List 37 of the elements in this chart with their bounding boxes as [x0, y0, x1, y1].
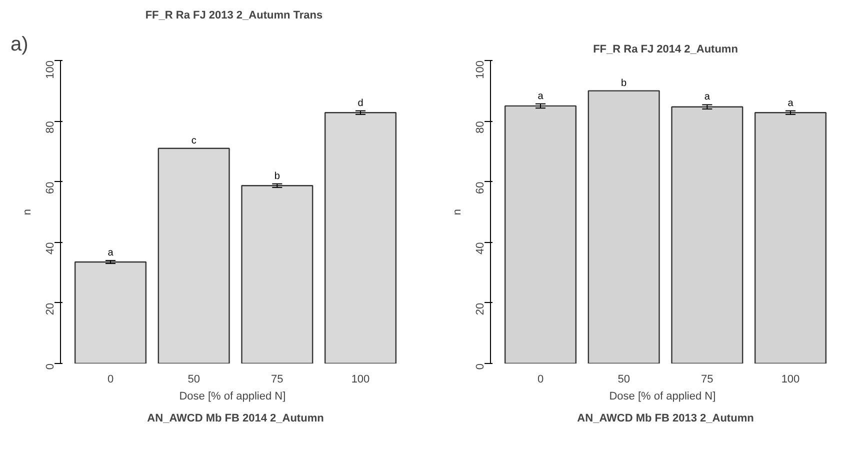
y-tick-label: 0 [44, 363, 56, 370]
x-tick-label: 100 [351, 374, 370, 386]
y-tick-label: 80 [44, 121, 56, 134]
y-tick-label: 100 [474, 60, 486, 79]
data-label: a [704, 92, 710, 103]
text: AN_AWCD Mb FB 2014 2_Autumn [147, 412, 324, 424]
data-label: d [358, 98, 364, 109]
chart-title: FF_R Ra FJ 2014 2_Autumn [593, 44, 738, 56]
y-tick-label: 20 [44, 302, 56, 316]
y-tick-label: 0 [474, 363, 486, 370]
x-axis-title: Dose [% of applied N] [609, 390, 716, 402]
x-tick-label: 0 [537, 374, 544, 386]
y-tick-label: 80 [474, 121, 486, 134]
y-tick-label: 60 [44, 182, 56, 194]
chart-title: FF_R Ra FJ 2013 2_Autumn Trans [145, 10, 323, 22]
y-tick-label: 40 [474, 242, 486, 255]
x-tick-label: 75 [701, 374, 714, 386]
data-label: a [788, 98, 794, 109]
x-tick-label: 0 [107, 374, 114, 386]
y-tick-label: 100 [44, 60, 56, 79]
y-tick-label: 20 [474, 302, 486, 316]
x-tick-label: 50 [618, 374, 630, 386]
data-label: c [191, 135, 196, 146]
y-tick-label: 60 [474, 182, 486, 194]
y-tick-label: 40 [44, 242, 56, 255]
x-axis-title: Dose [% of applied N] [179, 390, 286, 402]
y-axis-title: n [452, 208, 464, 216]
data-label: a [108, 247, 114, 258]
text: a) [10, 34, 28, 56]
y-axis-title: n [22, 208, 34, 216]
text: AN_AWCD Mb FB 2013 2_Autumn [577, 412, 754, 424]
x-tick-label: 100 [781, 374, 800, 386]
x-tick-label: 75 [271, 374, 284, 386]
x-tick-label: 50 [188, 374, 200, 386]
data-label: b [621, 78, 628, 89]
data-label: b [274, 170, 280, 182]
data-label: a [538, 90, 544, 102]
